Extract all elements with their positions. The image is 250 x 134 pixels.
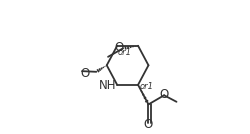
Text: NH: NH <box>99 79 116 92</box>
Text: O: O <box>80 67 90 80</box>
Text: O: O <box>160 88 169 101</box>
Text: or1: or1 <box>139 82 153 91</box>
Text: O: O <box>114 41 124 54</box>
Text: O: O <box>144 118 153 131</box>
Text: or1: or1 <box>118 48 132 57</box>
